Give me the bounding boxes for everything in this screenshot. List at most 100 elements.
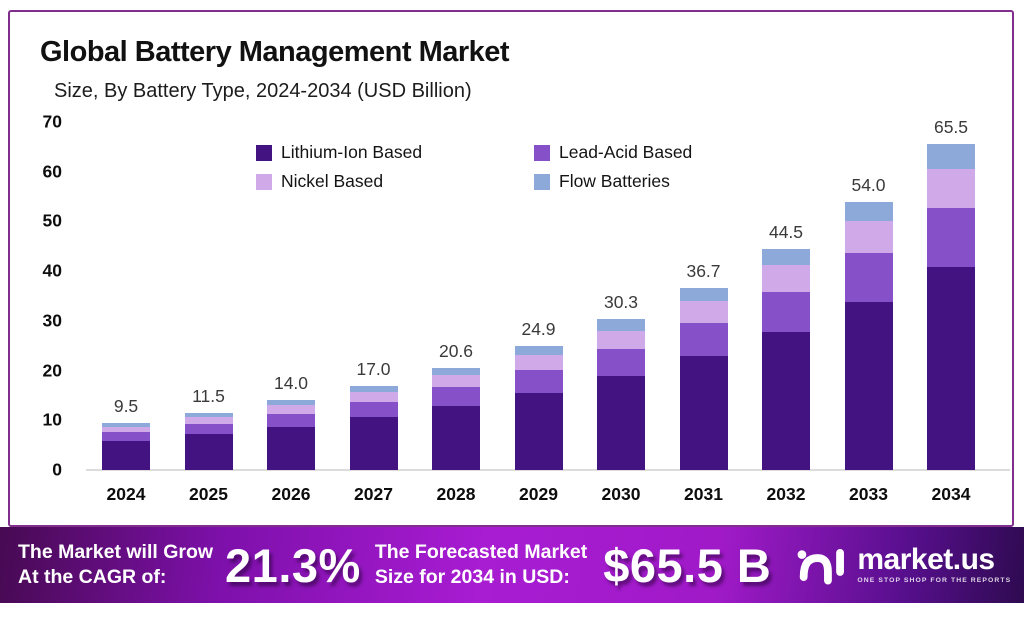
bar-segment-nickel-based bbox=[762, 265, 810, 292]
y-tick-label: 60 bbox=[42, 161, 62, 182]
stacked-bar-2027: 17.0 bbox=[349, 359, 398, 471]
legend-label: Nickel Based bbox=[281, 171, 384, 191]
bar-segment-lead-acid-based bbox=[267, 413, 315, 427]
cagr-label-line2: At the CAGR of: bbox=[18, 566, 167, 588]
bar-segment-flow-batteries bbox=[597, 319, 645, 331]
x-tick-label: 2025 bbox=[189, 484, 228, 504]
marketus-logo-icon bbox=[797, 548, 845, 585]
brand-tagline: ONE STOP SHOP FOR THE REPORTS bbox=[857, 577, 1012, 585]
legend-swatch-icon bbox=[534, 144, 550, 161]
bar-segment-nickel-based bbox=[102, 426, 150, 433]
cagr-value: 21.3% bbox=[225, 538, 361, 592]
page-title: Global Battery Management Market bbox=[40, 36, 510, 68]
bar-segment-flow-batteries bbox=[762, 248, 810, 266]
y-tick-label: 0 bbox=[52, 459, 62, 480]
forecast-label-line2: Size for 2034 in USD: bbox=[374, 566, 570, 588]
bar-segment-lead-acid-based bbox=[432, 387, 480, 407]
bar-segment-lead-acid-based bbox=[102, 432, 150, 441]
bar-segment-nickel-based bbox=[679, 300, 728, 323]
x-tick-label: 2027 bbox=[354, 484, 393, 504]
bar-segment-flow-batteries bbox=[432, 367, 480, 376]
bar-segment-lithium-ion-based bbox=[679, 356, 728, 470]
cagr-label: The Market will Grow At the CAGR of: bbox=[18, 540, 213, 590]
legend-swatch-icon bbox=[534, 173, 550, 190]
stacked-bar-2026: 14.0 bbox=[267, 373, 315, 470]
bar-segment-lithium-ion-based bbox=[267, 426, 315, 470]
bar-value-label: 54.0 bbox=[851, 174, 886, 195]
chart-legend: Lithium-Ion Based Lead-Acid Based Nickel B… bbox=[256, 142, 692, 192]
bar-segment-nickel-based bbox=[597, 330, 645, 349]
y-tick-label: 30 bbox=[42, 310, 62, 331]
x-tick-label: 2029 bbox=[519, 484, 558, 504]
stacked-bar-2034: 65.5 bbox=[927, 117, 975, 470]
y-tick-label: 10 bbox=[42, 409, 62, 430]
bar-segment-flow-batteries bbox=[349, 385, 398, 392]
legend-label: Flow Batteries bbox=[559, 171, 670, 191]
x-axis-line bbox=[86, 469, 1010, 471]
bar-value-label: 20.6 bbox=[438, 340, 474, 361]
cagr-label-line1: The Market will Grow bbox=[18, 541, 214, 564]
stacked-bar-2024: 9.5 bbox=[102, 396, 150, 470]
stacked-bar-2031: 36.7 bbox=[679, 261, 728, 470]
bar-segment-lithium-ion-based bbox=[597, 376, 645, 470]
bar-value-label: 14.0 bbox=[273, 373, 309, 394]
bar-segment-flow-batteries bbox=[514, 346, 563, 356]
bar-segment-flow-batteries bbox=[267, 400, 315, 406]
brand-name: market.us bbox=[857, 543, 995, 577]
x-tick-label: 2030 bbox=[601, 484, 641, 504]
footer-banner: The Market will Grow At the CAGR of: 21.… bbox=[0, 527, 1024, 603]
bar-segment-lithium-ion-based bbox=[102, 440, 150, 470]
bar-segment-lithium-ion-based bbox=[349, 417, 398, 470]
bar-segment-nickel-based bbox=[184, 416, 233, 424]
bar-value-label: 11.5 bbox=[192, 385, 225, 406]
stacked-bar-2025: 11.5 bbox=[184, 386, 233, 470]
stacked-bar-2033: 54.0 bbox=[844, 175, 893, 470]
x-tick-label: 2024 bbox=[106, 484, 146, 504]
y-tick-label: 40 bbox=[42, 260, 62, 281]
bar-segment-flow-batteries bbox=[844, 201, 893, 222]
legend-item-lead-acid-based: Lead-Acid Based bbox=[534, 142, 692, 163]
legend-item-lithium-ion-based: Lithium-Ion Based bbox=[256, 142, 534, 163]
stacked-bar-2030: 30.3 bbox=[597, 292, 645, 470]
legend-label: Lithium-Ion Based bbox=[281, 142, 423, 162]
bar-segment-lithium-ion-based bbox=[514, 392, 563, 470]
bar-segment-lead-acid-based bbox=[762, 291, 810, 333]
bar-segment-lithium-ion-based bbox=[432, 406, 480, 470]
bar-value-label: 9.5 bbox=[113, 395, 139, 416]
brand-text: market.us ONE STOP SHOP FOR THE REPORTS bbox=[857, 545, 1011, 585]
x-tick-label: 2026 bbox=[271, 484, 311, 504]
bar-segment-flow-batteries bbox=[679, 287, 728, 301]
bar-segment-flow-batteries bbox=[102, 422, 150, 427]
bar-chart-plot-area: 0 10 20 30 40 50 60 70 9.5 2024 11.5 2025 14.0 2026 17… bbox=[0, 112, 1024, 504]
legend-label: Lead-Acid Based bbox=[559, 142, 693, 162]
brand-logo: market.us ONE STOP SHOP FOR THE REPORTS bbox=[795, 542, 1011, 588]
bar-segment-nickel-based bbox=[844, 221, 893, 254]
stacked-bar-2032: 44.5 bbox=[762, 222, 810, 470]
bar-segment-lead-acid-based bbox=[679, 322, 728, 357]
legend-swatch-icon bbox=[256, 144, 272, 161]
bar-value-label: 30.3 bbox=[603, 292, 639, 313]
x-tick-label: 2034 bbox=[931, 484, 971, 504]
chart-subtitle: Size, By Battery Type, 2024-2034 (USD Bi… bbox=[54, 80, 472, 102]
bar-value-label: 36.7 bbox=[686, 260, 721, 281]
bar-value-label: 24.9 bbox=[521, 319, 556, 340]
bar-segment-nickel-based bbox=[267, 405, 315, 414]
forecast-label-line1: The Forecasted Market bbox=[374, 541, 588, 564]
legend-item-nickel-based: Nickel Based bbox=[256, 171, 534, 192]
bar-segment-lithium-ion-based bbox=[927, 267, 975, 470]
stacked-bar-2029: 24.9 bbox=[514, 319, 563, 470]
x-tick-label: 2028 bbox=[436, 484, 476, 504]
forecast-label: The Forecasted Market Size for 2034 in U… bbox=[375, 540, 587, 590]
bar-segment-lithium-ion-based bbox=[762, 332, 810, 470]
y-tick-label: 70 bbox=[42, 111, 62, 132]
bar-segment-lithium-ion-based bbox=[184, 434, 233, 470]
bar-segment-nickel-based bbox=[432, 375, 480, 388]
bar-segment-nickel-based bbox=[514, 355, 563, 371]
bar-segment-lithium-ion-based bbox=[844, 302, 893, 470]
bar-segment-lead-acid-based bbox=[844, 253, 893, 303]
bar-value-label: 44.5 bbox=[768, 221, 804, 242]
y-tick-label: 20 bbox=[42, 360, 62, 381]
bar-segment-lead-acid-based bbox=[184, 423, 233, 435]
bar-segment-nickel-based bbox=[927, 168, 975, 208]
bar-segment-flow-batteries bbox=[184, 412, 233, 417]
